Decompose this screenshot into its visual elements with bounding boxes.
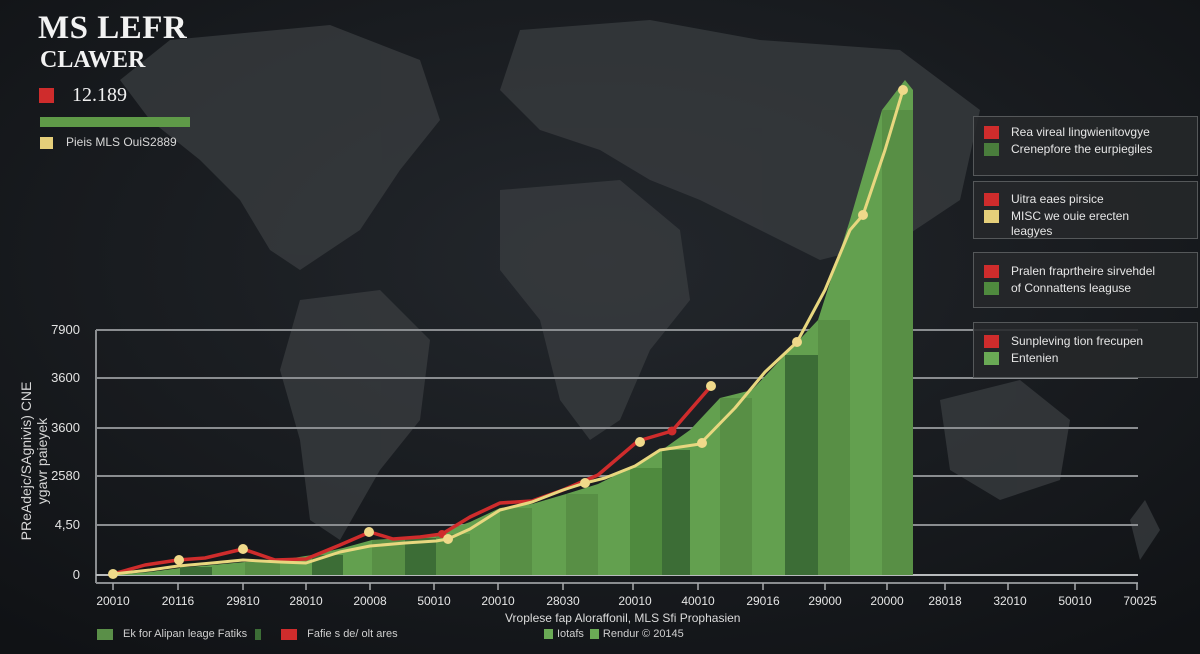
x-tick: 50010 [417,594,451,608]
legend-swatch-red [984,265,999,278]
note-label: Pieis MLS OuiS2889 [66,135,177,149]
continents [120,20,1160,560]
x-axis-caption: Vroplese fap Aloraffonil, MLS Sfi Propha… [505,611,741,625]
x-tick: 28010 [289,594,323,608]
legend-box-1: Rea vireal lingwienitovgye Crenepfore th… [973,116,1198,176]
y-tick: 4,50 [54,517,80,532]
legend-item: Entenien [984,351,1187,366]
footer-swatch-green [589,629,599,639]
x-tick: 20010 [481,594,515,608]
x-tick: 20010 [618,594,652,608]
y-tick: 3600 [51,370,80,385]
x-tick: 28018 [928,594,962,608]
legend-box-4: Sunpleving tion frecupen Entenien [973,322,1198,378]
chart-title: MS LEFR [38,10,188,46]
footer-swatch-green [97,628,113,640]
footer-swatch-red [281,628,298,640]
legend-item: Pralen fraprtheire sirvehdel [984,264,1187,279]
note-swatch [40,137,53,149]
x-tick: 50010 [1058,594,1092,608]
legend-swatch-green [984,282,999,295]
legend-box-2: Uitra eaes pirsice MISC we ouie erecten … [973,181,1198,239]
footer-swatch-green [544,629,553,639]
footer-swatch-darkgreen [255,628,262,640]
legend-item: Uitra eaes pirsice [984,192,1187,207]
legend-swatch-green [984,143,999,156]
x-tick: 20010 [96,594,130,608]
stat-progress-bar [40,117,190,127]
legend-item: Sunpleving tion frecupen [984,334,1187,349]
x-tick: 40010 [681,594,715,608]
x-tick: 20000 [870,594,904,608]
x-tick: 32010 [993,594,1027,608]
yellow-series-line [112,89,905,576]
legend-swatch-yellow [984,210,999,223]
legend-swatch-red [984,193,999,206]
legend-item: Rea vireal lingwienitovgye [984,125,1187,140]
y-tick: 7900 [51,322,80,337]
yellow-series-points [108,85,908,579]
y-tick: 3600 [51,420,80,435]
x-tick: 20008 [353,594,387,608]
x-tick: 29810 [226,594,260,608]
legend-swatch-red [984,126,999,139]
x-tick: 20116 [161,594,195,608]
footer-legend-left: Ek for Alipan leage Fatiks Fafie s de/ o… [97,628,398,640]
footer-legend-right: Iotafs Rendur © 20145 [544,628,684,640]
x-tick: 28030 [546,594,580,608]
legend-swatch-red [984,335,999,348]
legend-box-3: Pralen fraprtheire sirvehdel of Connatte… [973,252,1198,308]
x-tick: 29000 [808,594,842,608]
chart-subtitle: CLAWER [40,47,146,73]
x-ticks [112,583,1138,590]
legend-item: of Connattens leaguse [984,281,1187,296]
red-series-line [112,383,714,576]
legend-swatch-green [984,352,999,365]
y-tick: 0 [72,567,80,582]
y-tick: 2580 [51,468,80,483]
legend-item: Crenepfore the eurpiegiles [984,142,1187,157]
x-tick: 70025 [1123,594,1157,608]
stat-swatch [39,88,54,103]
stat-value: 12.189 [72,84,127,106]
x-tick: 29016 [746,594,780,608]
legend-item: MISC we ouie erecten leagyes [984,209,1187,239]
